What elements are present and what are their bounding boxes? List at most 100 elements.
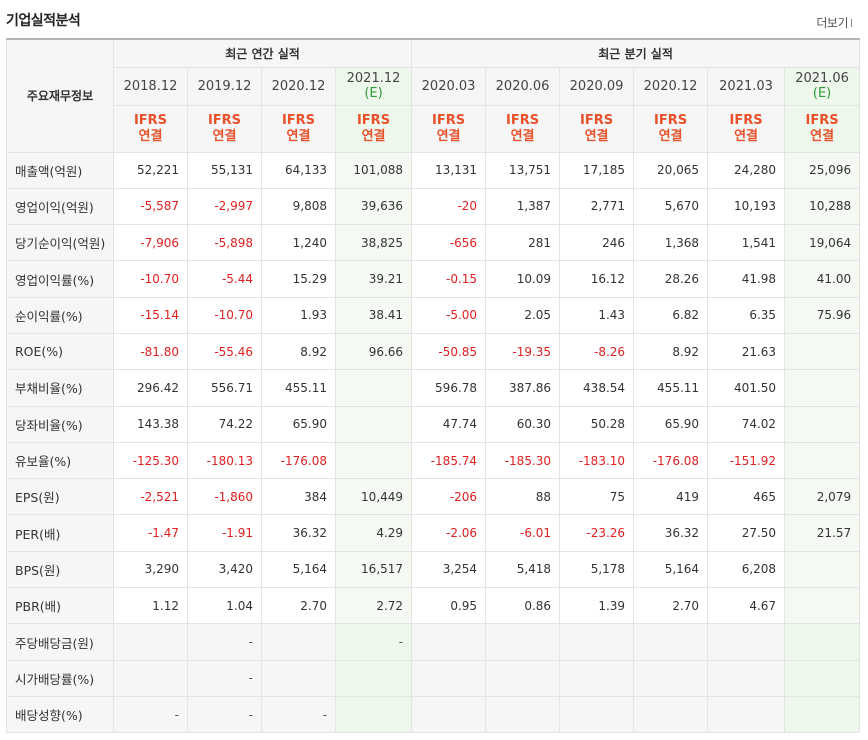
period-label: 2018.12 — [123, 78, 178, 94]
period-label: 2021.12 — [346, 71, 401, 86]
standard-header: IFRS 연결 — [334, 104, 413, 153]
estimate-mark: (E) — [364, 86, 383, 101]
table-cell: 455.11 — [261, 369, 336, 407]
table-cell: -10.70 — [113, 260, 188, 298]
period-header: 2021.03 — [707, 66, 786, 106]
table-cell: 596.78 — [411, 369, 487, 407]
table-cell: 10,288 — [784, 187, 861, 226]
table-cell: -2,997 — [187, 187, 262, 226]
table-cell — [485, 695, 561, 734]
table-row: 부채비율(%) 296.42 556.71 455.11 596.78 387.86 438… — [6, 369, 861, 407]
table-cell: 1.93 — [261, 296, 336, 334]
more-link-label: 더보기 — [816, 16, 848, 30]
row-label: BPS(원) — [6, 550, 114, 589]
table-cell: 3,254 — [411, 550, 487, 589]
table-cell: -7,906 — [113, 224, 188, 262]
table-cell — [411, 623, 487, 661]
table-cell: 24,280 — [707, 151, 786, 189]
table-cell: -15.14 — [113, 296, 188, 334]
standard-consolidated: 연결 — [212, 128, 237, 144]
period-label: 2021.03 — [719, 78, 773, 94]
table-cell: -5.00 — [411, 296, 487, 334]
table-cell: 8.92 — [633, 332, 709, 371]
table-cell: 5,418 — [485, 550, 561, 589]
period-label: 2019.12 — [197, 78, 252, 94]
table-cell: -185.30 — [485, 441, 561, 480]
table-cell — [784, 405, 861, 443]
table-cell: 465 — [707, 478, 786, 516]
table-cell: - — [113, 695, 188, 734]
table-cell: 2.72 — [334, 587, 413, 625]
table-cell — [559, 695, 635, 734]
table-cell: 64,133 — [261, 151, 336, 189]
row-label: 부채비율(%) — [6, 369, 114, 407]
row-label: PER(배) — [6, 514, 114, 552]
table-cell: 2.05 — [485, 296, 561, 334]
table-cell: 2.70 — [633, 587, 709, 625]
table-cell: -5,898 — [187, 224, 262, 262]
table-cell: 6.35 — [707, 296, 786, 334]
table-cell: 27.50 — [707, 514, 786, 552]
table-cell: - — [334, 623, 413, 661]
more-link[interactable]: 더보기 — [816, 14, 856, 31]
table-cell — [261, 659, 336, 697]
row-label: ROE(%) — [6, 332, 114, 371]
quarter-group-header: 최근 분기 실적 — [411, 38, 861, 68]
table-cell — [633, 695, 709, 734]
table-cell: 52,221 — [113, 151, 188, 189]
table-cell: 60.30 — [485, 405, 561, 443]
table-cell: 41.98 — [707, 260, 786, 298]
table-cell: 419 — [633, 478, 709, 516]
period-label: 2020.12 — [271, 78, 326, 94]
table-cell: 1,541 — [707, 224, 786, 262]
table-cell — [707, 659, 786, 697]
row-label: 순이익률(%) — [6, 296, 114, 334]
table-cell: 6,208 — [707, 550, 786, 589]
table-cell: 387.86 — [485, 369, 561, 407]
standard-header: IFRS 연결 — [559, 104, 635, 153]
table-cell: 438.54 — [559, 369, 635, 407]
period-label: 2020.03 — [421, 78, 476, 94]
table-row: 유보율(%) -125.30 -180.13 -176.08 -185.74 -185.3… — [6, 441, 861, 480]
table-cell — [559, 659, 635, 697]
standard-ifrs: IFRS — [805, 112, 839, 128]
table-cell: 4.67 — [707, 587, 786, 625]
section-title: 기업실적분석 — [6, 13, 81, 29]
table-cell: -183.10 — [559, 441, 635, 480]
table-cell — [784, 587, 861, 625]
table-cell: 1,240 — [261, 224, 336, 262]
table-cell: 2,079 — [784, 478, 861, 516]
table-cell — [633, 623, 709, 661]
table-cell: 5,164 — [633, 550, 709, 589]
table-cell: 36.32 — [261, 514, 336, 552]
table-cell — [784, 369, 861, 407]
table-cell: -20 — [411, 187, 487, 226]
table-cell: 1,368 — [633, 224, 709, 262]
estimate-mark: (E) — [812, 86, 832, 101]
table-cell — [411, 695, 487, 734]
table-cell — [485, 659, 561, 697]
table-cell: -125.30 — [113, 441, 188, 480]
table-cell — [784, 695, 861, 734]
table-cell: 143.38 — [113, 405, 188, 443]
period-header: 2018.12 — [113, 66, 188, 106]
period-label: 2020.09 — [569, 78, 624, 94]
table-cell: 16.12 — [559, 260, 635, 298]
table-cell: 5,178 — [559, 550, 635, 589]
period-header: 2021.06 (E) — [784, 66, 861, 106]
period-label: 2020.12 — [643, 78, 698, 94]
table-cell: 101,088 — [334, 151, 413, 189]
table-cell — [113, 623, 188, 661]
table-row: 당기순이익(억원) -7,906 -5,898 1,240 38,825 -656 281 2… — [6, 224, 861, 262]
table-cell: 2.70 — [261, 587, 336, 625]
table-cell: 0.86 — [485, 587, 561, 625]
table-cell: 10,449 — [334, 478, 413, 516]
table-cell: 38.41 — [334, 296, 413, 334]
table-cell: -1,860 — [187, 478, 262, 516]
table-cell: 8.92 — [261, 332, 336, 371]
table-row: 영업이익(억원) -5,587 -2,997 9,808 39,636 -20 1,387 2… — [6, 187, 861, 226]
period-label: 2020.06 — [495, 78, 550, 94]
table-cell: 5,164 — [261, 550, 336, 589]
period-header: 2020.09 — [559, 66, 635, 106]
table-cell: 1,387 — [485, 187, 561, 226]
